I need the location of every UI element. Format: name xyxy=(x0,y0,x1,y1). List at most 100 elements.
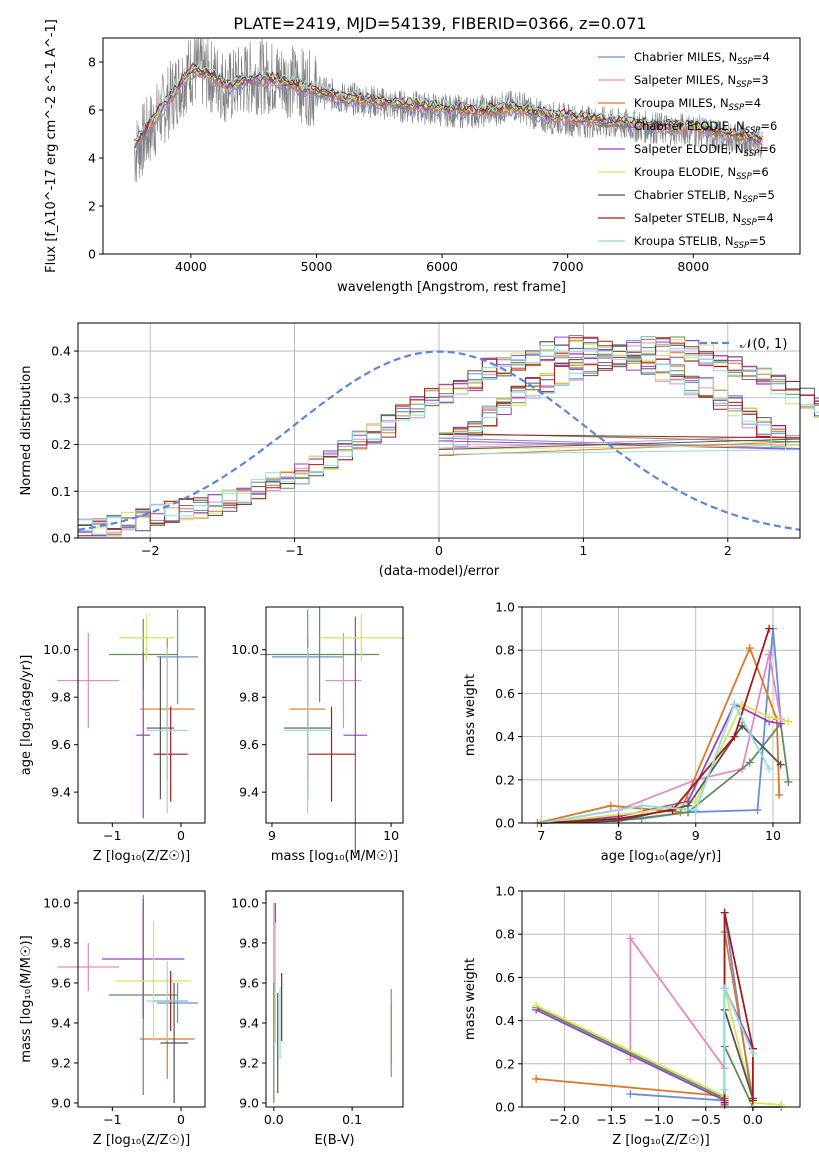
x-tick-label-2: 0 xyxy=(435,543,443,558)
y-tick-label-4: 9.8 xyxy=(239,936,259,951)
x-tick-label-4: 2 xyxy=(724,543,732,558)
y-axis-label: Flux [f_λ10^-17 erg cm^-2 s^-1 A^-1] xyxy=(44,19,59,273)
y-tick-label-2: 9.4 xyxy=(51,1016,71,1031)
model-spectrum-5 xyxy=(133,66,763,146)
y-tick-label-2: 0.4 xyxy=(495,729,515,744)
y-tick-label-1: 2 xyxy=(88,199,96,214)
x-tick-label-0: 0.0 xyxy=(264,1112,284,1127)
weight-series-8 xyxy=(541,702,770,824)
weight-marker-1-1 xyxy=(626,934,635,943)
weight-marker-8-2 xyxy=(748,1049,757,1057)
weight-marker-6-4 xyxy=(776,760,785,769)
x-axis-label: (data-model)/error xyxy=(379,564,500,579)
normal-curve xyxy=(77,350,801,531)
y-tick-label-3: 9.6 xyxy=(51,976,71,991)
y-tick-label-4: 9.8 xyxy=(51,936,71,951)
legend-label-5: Kroupa ELODIE, NSSP=6 xyxy=(634,165,769,182)
y-tick-label-1: 0.2 xyxy=(495,1056,515,1071)
legend-label-6: Chabrier STELIB, NSSP=5 xyxy=(634,188,775,205)
weight-series-5 xyxy=(541,702,789,824)
x-axis-label: wavelength [Angstrom, rest frame] xyxy=(337,280,566,295)
x-tick-label-0: −2 xyxy=(141,543,159,558)
x-tick-label-1: −1 xyxy=(285,543,303,558)
y-axis-label: mass weight xyxy=(463,674,478,756)
y-tick-label-2: 9.8 xyxy=(51,690,71,705)
y-tick-label-3: 9.6 xyxy=(239,976,259,991)
y-tick-label-2: 4 xyxy=(88,151,96,166)
weight-marker-6-2 xyxy=(684,801,693,810)
weight-marker-0-0 xyxy=(626,1090,635,1099)
y-tick-label-1: 9.2 xyxy=(239,1056,259,1071)
weight-marker-2-5 xyxy=(775,790,784,799)
x-tick-label-0: 4000 xyxy=(175,259,207,274)
weight-marker-1-4 xyxy=(765,650,774,659)
weight-marker-7-1 xyxy=(614,814,623,823)
weight-marker-3-3 xyxy=(745,758,754,767)
y-tick-label-4: 0.8 xyxy=(495,643,515,658)
weight-series-1 xyxy=(541,654,782,824)
figure-title: PLATE=2419, MJD=54139, FIBERID=0366, z=0… xyxy=(233,14,646,33)
y-tick-label-3: 6 xyxy=(88,103,96,118)
y-tick-label-5: 1.0 xyxy=(495,884,515,899)
axes-frame xyxy=(77,606,206,824)
x-tick-label-1: 0.1 xyxy=(342,1112,362,1127)
weight-marker-7-4 xyxy=(765,624,774,633)
y-tick-label-0: 9.0 xyxy=(239,1096,259,1111)
y-tick-label-1: 0.2 xyxy=(495,772,515,787)
axes-frame xyxy=(265,890,404,1108)
residual-hist-3 xyxy=(77,335,819,538)
weight-series-2 xyxy=(537,645,781,824)
x-tick-label-1: 0 xyxy=(177,828,185,843)
weight-series-4 xyxy=(535,987,754,1102)
y-tick-label-0: 0.0 xyxy=(51,531,71,546)
x-tick-label-1: 0 xyxy=(177,1112,185,1127)
y-tick-label-1: 9.6 xyxy=(51,737,71,752)
weight-series-7 xyxy=(541,628,770,824)
weight-marker-2-0 xyxy=(532,1074,541,1083)
legend-label-7: Salpeter STELIB, NSSP=4 xyxy=(634,211,774,228)
legend-label-4: Salpeter ELODIE, NSSP=6 xyxy=(634,142,776,159)
weight-marker-4-5 xyxy=(776,719,785,728)
weight-marker-8-1 xyxy=(637,801,646,810)
y-tick-label-3: 0.3 xyxy=(51,390,71,405)
weight-marker-2-1 xyxy=(606,801,615,810)
legend-label-8: Kroupa STELIB, NSSP=5 xyxy=(634,234,766,251)
legend-label-3: Chabrier ELODIE, NSSP=6 xyxy=(634,119,777,136)
y-tick-label-0: 0.0 xyxy=(495,1100,515,1115)
y-tick-label-1: 9.2 xyxy=(51,1056,71,1071)
panel-residuals: −2 −1 0 1 2 0.0 0.1 0.2 0.3 0.4 (data-model)/error… xyxy=(19,322,819,579)
y-tick-label-4: 0.4 xyxy=(51,344,71,359)
x-tick-label-2: 6000 xyxy=(426,259,458,274)
weight-marker-8-0 xyxy=(720,1085,729,1094)
y-tick-label-2: 9.8 xyxy=(239,690,259,705)
y-tick-label-4: 8 xyxy=(88,55,96,70)
weight-marker-5-4 xyxy=(765,713,774,722)
y-tick-label-2: 0.2 xyxy=(51,437,71,452)
x-axis-label: age [log₁₀(age/yr)] xyxy=(601,849,722,864)
x-axis-label: Z [log₁₀(Z/Z☉)] xyxy=(612,1133,709,1148)
x-tick-label-2: 9 xyxy=(692,828,700,843)
weight-marker-7-1 xyxy=(720,908,729,917)
model-spectrum-8 xyxy=(134,61,763,142)
y-tick-label-3: 0.6 xyxy=(495,686,515,701)
x-tick-label-2: −1.0 xyxy=(643,1112,673,1127)
weight-marker-7-3 xyxy=(748,1096,757,1105)
y-tick-label-1: 0.1 xyxy=(51,484,71,499)
panel-mass-vs-EBV: 0.0 0.1 9.0 9.2 9.4 9.6 9.8 10.0 E(B-V) xyxy=(231,890,404,1148)
y-tick-label-0: 9.4 xyxy=(51,785,71,800)
x-tick-label-1: 5000 xyxy=(301,259,333,274)
panel-mass-vs-Z: −1 0 9.0 9.2 9.4 9.6 9.8 10.0 Z [log₁₀(Z/Z☉)] mas… xyxy=(19,890,206,1148)
weight-marker-5-0 xyxy=(532,1001,541,1010)
weight-marker-7-3 xyxy=(730,732,739,741)
x-axis-label: mass [log₁₀(M/M☉)] xyxy=(271,849,398,864)
x-tick-label-0: 9 xyxy=(268,828,276,843)
x-tick-label-1: 10 xyxy=(383,828,399,843)
legend-label-2: Kroupa MILES, NSSP=4 xyxy=(634,96,761,113)
legend-label-0: Chabrier MILES, NSSP=4 xyxy=(634,50,770,67)
panel-age-vs-mass: 9 10 9.4 9.6 9.8 10.0 mass [log₁₀(M/M☉)] xyxy=(231,606,404,864)
x-tick-label-3: 1 xyxy=(579,543,587,558)
x-tick-label-0: −1 xyxy=(103,828,121,843)
y-tick-label-0: 9.0 xyxy=(51,1096,71,1111)
y-axis-label: age [log₁₀(age/yr)] xyxy=(19,655,34,776)
